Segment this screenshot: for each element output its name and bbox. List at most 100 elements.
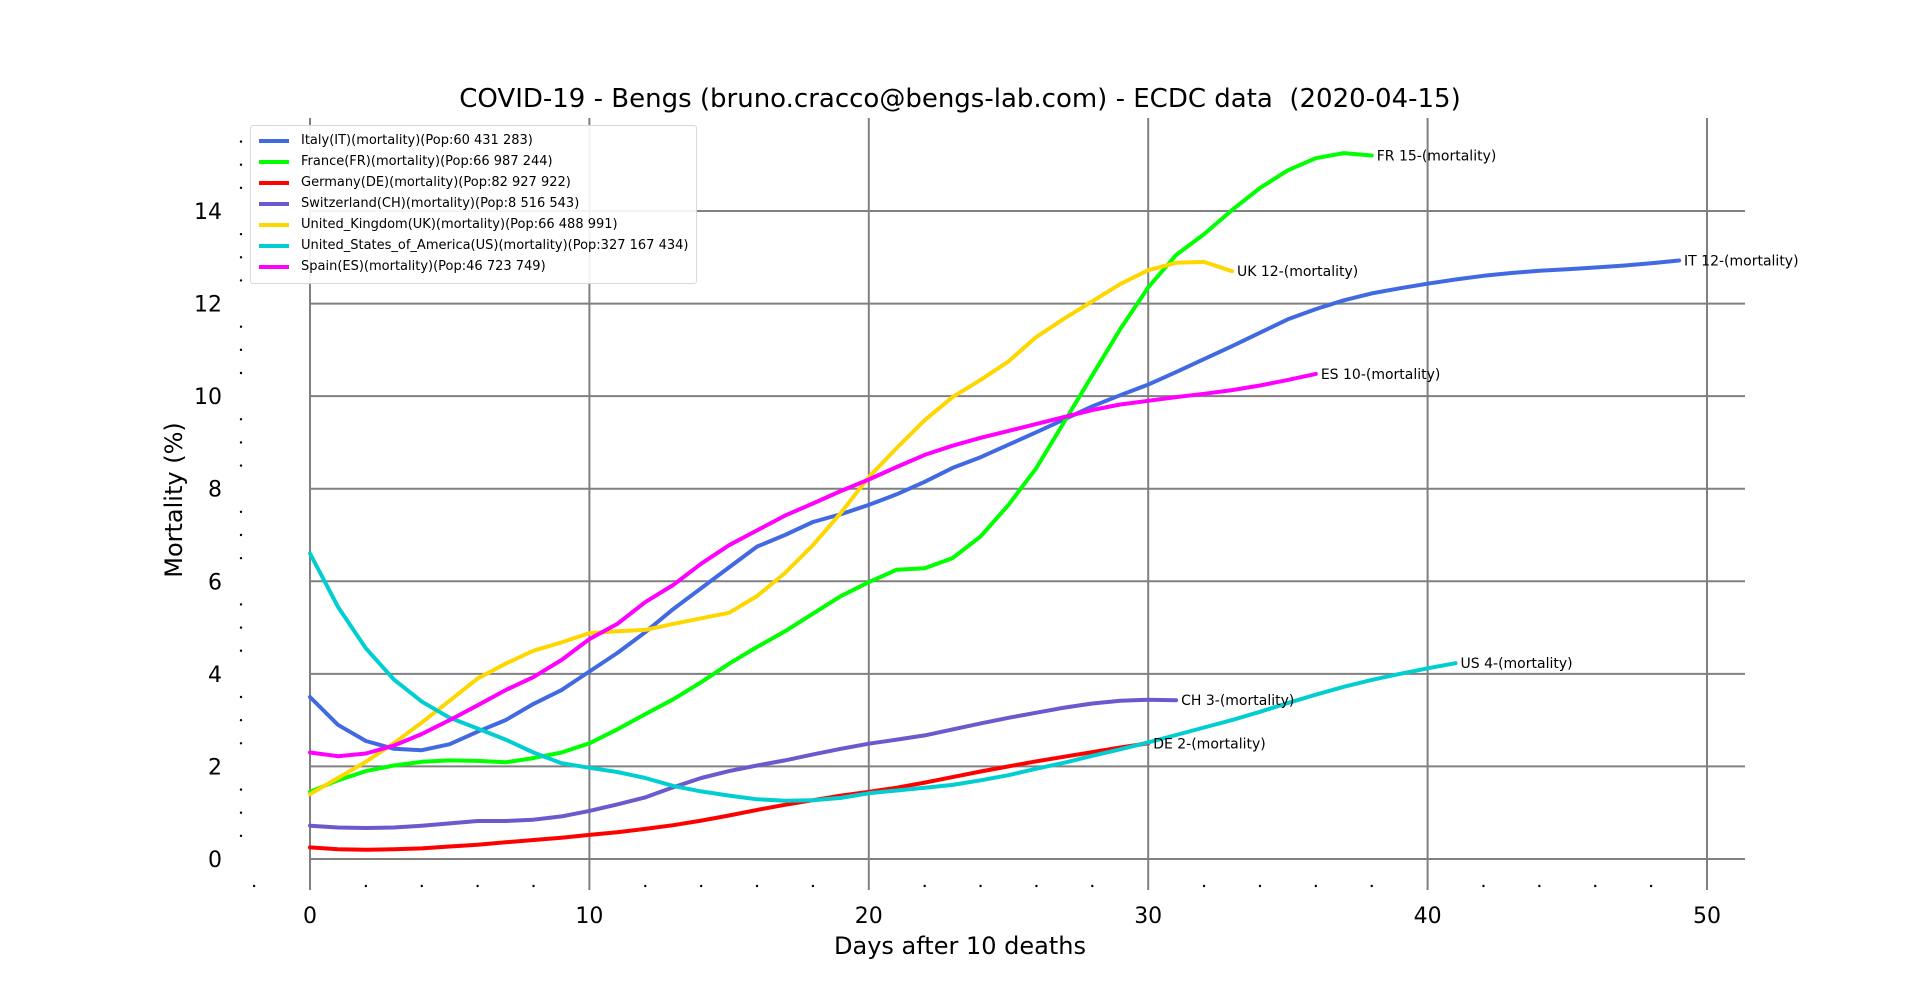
minor-tick-y	[239, 371, 243, 375]
minor-tick-x	[1594, 884, 1597, 888]
minor-tick-x	[1258, 884, 1262, 888]
x-tick-label: 30	[1134, 904, 1162, 929]
minor-tick-y	[239, 256, 243, 259]
axis-layer: 0 2 4 6 8 10 12 14 0 10 20 30 40 50	[194, 140, 1721, 929]
series-end-label: ES 10-(mortality)	[1321, 367, 1441, 383]
series-line-1	[308, 151, 1374, 794]
minor-tick-x	[699, 884, 703, 888]
legend: Italy(IT)(mortality)(Pop:60 431 283) Fran…	[250, 125, 698, 284]
series-end-label: US 4-(mortality)	[1461, 656, 1573, 672]
legend-item: Germany(DE)(mortality)(Pop:82 927 922)	[259, 172, 688, 193]
minor-tick-x	[1091, 884, 1094, 888]
minor-tick-y	[239, 556, 243, 560]
minor-tick-x	[252, 884, 256, 888]
minor-tick-y	[239, 441, 243, 444]
series-end-label: CH 3-(mortality)	[1181, 693, 1294, 709]
y-tick-label: 6	[208, 570, 222, 595]
series-end-label: FR 15-(mortality)	[1377, 148, 1497, 164]
y-tick-label: 8	[208, 478, 222, 503]
minor-tick-y	[239, 140, 243, 143]
end-label-layer: IT 12-(mortality) FR 15-(mortality) DE 2-(…	[1153, 148, 1798, 752]
legend-item: Italy(IT)(mortality)(Pop:60 431 283)	[259, 130, 688, 151]
y-tick-label: 10	[194, 385, 222, 410]
minor-tick-y	[239, 186, 243, 190]
chart-title: COVID-19 - Bengs (bruno.cracco@bengs-lab…	[459, 84, 1461, 114]
minor-tick-x	[644, 884, 647, 888]
minor-tick-x	[364, 884, 368, 888]
legend-item: France(FR)(mortality)(Pop:66 987 244)	[259, 151, 688, 172]
minor-tick-y	[239, 510, 243, 514]
legend-swatch	[259, 138, 289, 143]
x-axis-label: Days after 10 deaths	[834, 932, 1086, 960]
minor-tick-y	[239, 163, 243, 166]
minor-tick-y	[239, 649, 243, 652]
legend-label: United_Kingdom(UK)(mortality)(Pop:66 488…	[301, 217, 618, 232]
x-tick-label: 10	[575, 904, 603, 929]
x-tick-label: 50	[1693, 904, 1721, 929]
minor-tick-x	[1649, 884, 1653, 888]
series-line-4	[308, 259, 1234, 797]
x-tick-label: 0	[303, 904, 317, 929]
legend-item: Switzerland(CH)(mortality)(Pop:8 516 543…	[259, 193, 688, 214]
minor-tick-x	[532, 884, 535, 888]
minor-tick-x	[420, 884, 423, 888]
legend-label: Switzerland(CH)(mortality)(Pop:8 516 543…	[301, 196, 580, 211]
minor-tick-x	[1314, 884, 1318, 888]
legend-label: Spain(ES)(mortality)(Pop:46 723 749)	[301, 259, 546, 274]
legend-item: United_Kingdom(UK)(mortality)(Pop:66 488…	[259, 214, 688, 235]
minor-tick-x	[1538, 884, 1541, 888]
minor-tick-y	[239, 788, 243, 791]
minor-tick-x	[755, 884, 759, 888]
series-end-label: DE 2-(mortality)	[1153, 736, 1266, 752]
series-line-3	[308, 697, 1179, 830]
legend-label: Germany(DE)(mortality)(Pop:82 927 922)	[301, 175, 571, 190]
minor-tick-y	[239, 626, 243, 629]
minor-tick-y	[239, 742, 243, 745]
minor-tick-x	[979, 884, 982, 888]
x-tick-label: 40	[1414, 904, 1442, 929]
minor-tick-y	[239, 603, 243, 606]
legend-item: Spain(ES)(mortality)(Pop:46 723 749)	[259, 256, 688, 277]
minor-tick-y	[239, 464, 243, 467]
minor-tick-y	[239, 348, 243, 352]
series-line-2	[308, 741, 1151, 852]
minor-tick-x	[1035, 884, 1038, 888]
minor-tick-x	[1370, 884, 1373, 888]
y-tick-label: 12	[194, 293, 222, 318]
legend-label: United_States_of_America(US)(mortality)(…	[301, 238, 689, 253]
y-tick-label: 2	[208, 755, 222, 780]
x-tick-label: 20	[855, 904, 883, 929]
legend-swatch	[259, 180, 289, 185]
minor-tick-x	[1482, 884, 1485, 888]
legend-swatch	[259, 243, 289, 248]
legend-item: United_States_of_America(US)(mortality)(…	[259, 235, 688, 256]
y-tick-label: 14	[194, 200, 222, 225]
minor-tick-y	[239, 533, 243, 537]
legend-label: Italy(IT)(mortality)(Pop:60 431 283)	[301, 133, 533, 148]
minor-tick-x	[476, 884, 479, 888]
series-line-5	[308, 551, 1458, 803]
minor-tick-x	[1202, 884, 1206, 888]
series-line-6	[308, 371, 1318, 759]
minor-tick-y	[239, 325, 243, 328]
series-end-label: IT 12-(mortality)	[1684, 254, 1799, 270]
legend-swatch	[259, 222, 289, 227]
legend-label: France(FR)(mortality)(Pop:66 987 244)	[301, 154, 553, 169]
minor-tick-x	[923, 884, 926, 888]
minor-tick-y	[239, 811, 243, 814]
series-line-0	[308, 258, 1682, 753]
series-layer	[308, 151, 1682, 852]
y-tick-label: 4	[208, 663, 222, 688]
series-end-label: UK 12-(mortality)	[1237, 264, 1358, 280]
minor-tick-y	[239, 718, 243, 722]
minor-tick-y	[239, 834, 243, 838]
minor-tick-x	[811, 884, 815, 888]
legend-swatch	[259, 201, 289, 206]
minor-tick-y	[239, 418, 243, 421]
minor-tick-y	[239, 695, 243, 699]
legend-swatch	[259, 264, 289, 269]
y-tick-label: 0	[208, 848, 222, 873]
minor-tick-y	[239, 279, 243, 282]
minor-tick-y	[239, 232, 243, 236]
